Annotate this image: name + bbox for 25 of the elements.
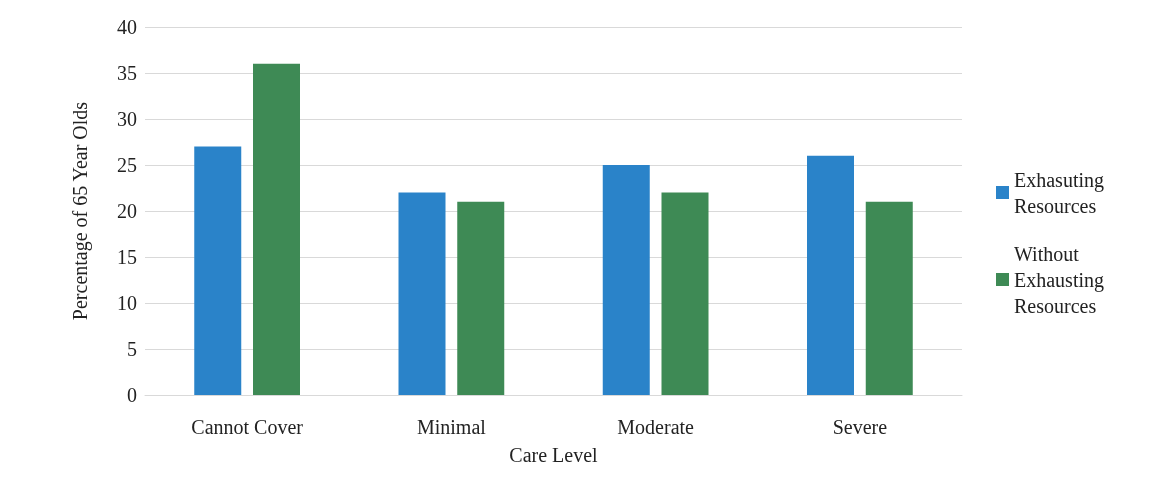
- x-tick-label: Severe: [832, 416, 888, 438]
- bar: [194, 146, 242, 395]
- legend-label: Without Exhausting Resources: [1014, 242, 1109, 317]
- y-tick-label: 10: [117, 292, 137, 314]
- y-tick-label: 30: [117, 108, 137, 130]
- bar: [865, 201, 913, 395]
- y-tick-label: 20: [117, 200, 137, 222]
- bar: [661, 192, 709, 395]
- bar: [807, 155, 854, 395]
- bar: [602, 165, 650, 395]
- y-tick-label: 0: [127, 384, 137, 406]
- x-tick-label: Minimal: [416, 416, 487, 438]
- y-tick-label: 40: [117, 16, 137, 38]
- x-axis-title: Care Level: [509, 444, 599, 466]
- x-tick-label: Moderate: [617, 416, 695, 438]
- bar: [253, 63, 300, 395]
- x-tick-label: Cannot Cover: [191, 416, 304, 438]
- y-tick-label: 25: [117, 154, 137, 176]
- bar: [457, 201, 505, 395]
- legend-label: Exhasuting Resources: [1014, 168, 1109, 217]
- y-tick-label: 5: [127, 338, 137, 360]
- y-axis-title: Percentage of 65 Year Olds: [69, 101, 92, 321]
- y-tick-label: 35: [117, 62, 137, 84]
- y-tick-label: 15: [117, 246, 137, 268]
- bar: [398, 192, 446, 395]
